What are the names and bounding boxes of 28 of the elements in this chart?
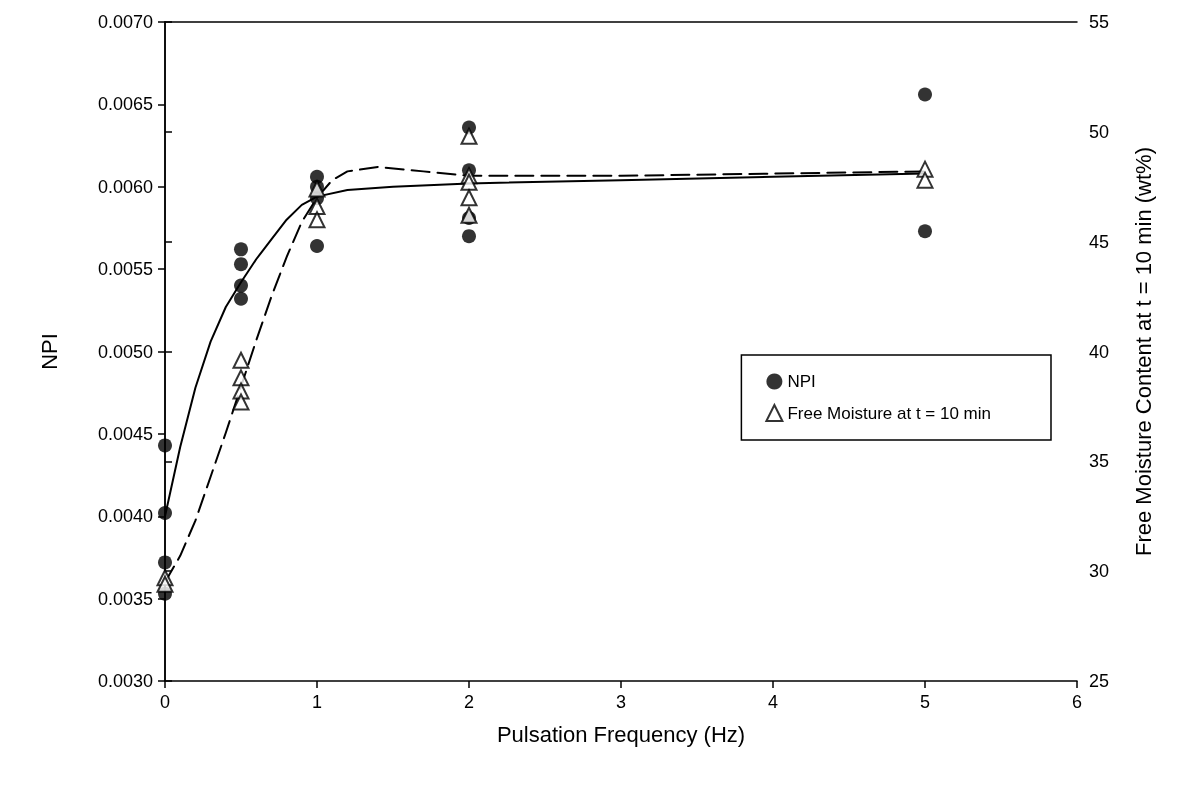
- y2-tick-label: 25: [1089, 671, 1110, 691]
- y-tick-label: 0.0055: [97, 259, 153, 280]
- y2-tick-label: 35: [1089, 451, 1110, 472]
- x-tick-label: 1: [311, 692, 323, 712]
- x-tick-label: 3: [615, 692, 627, 712]
- x-tick-label: 4: [767, 692, 779, 712]
- x-axis-title: Pulsation Frequency (Hz): [496, 721, 746, 747]
- y2-tick-label: 30: [1089, 561, 1110, 582]
- y-tick-label: 0.0045: [97, 423, 153, 444]
- y-tick-label: 0.0035: [97, 588, 153, 609]
- y-tick-label: 0.0040: [97, 506, 153, 527]
- y2-axis-title: Free Moisture Content at t = 10 min (wt%): [1130, 147, 1156, 556]
- y-axis-title: NPI: [36, 333, 62, 370]
- y-tick-label: 0.0060: [97, 176, 153, 197]
- y2-tick-label: 40: [1089, 341, 1110, 362]
- legend-label: Free Moisture at t = 10 min: [787, 403, 992, 423]
- y-tick-label: 0.0030: [97, 671, 153, 691]
- legend-label: NPI: [787, 372, 816, 391]
- y-tick-label: 0.0050: [97, 341, 153, 362]
- y-tick-label: 0.0070: [97, 12, 153, 32]
- y2-tick-label: 55: [1089, 12, 1110, 32]
- x-tick-label: 2: [463, 692, 475, 712]
- y2-tick-label: 50: [1089, 121, 1110, 142]
- x-tick-label: 6: [1071, 692, 1083, 712]
- y2-tick-label: 45: [1089, 231, 1110, 252]
- x-tick-label: 0: [159, 692, 171, 712]
- x-tick-label: 5: [919, 692, 931, 712]
- y-tick-label: 0.0065: [97, 94, 153, 115]
